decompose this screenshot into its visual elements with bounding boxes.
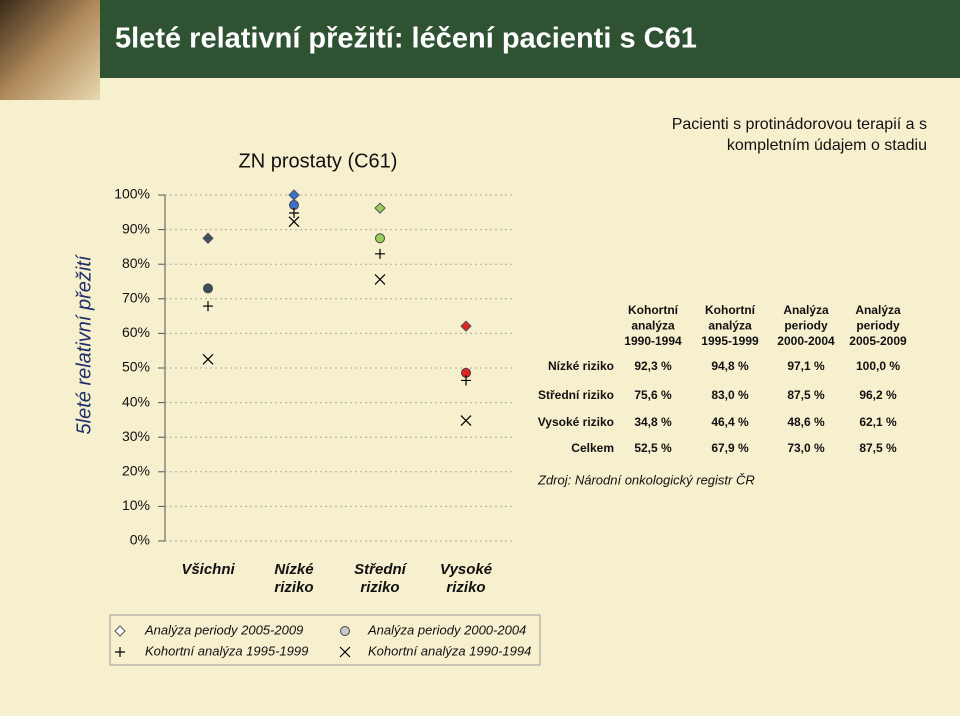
y-tick-label: 50%: [122, 359, 150, 375]
diamond-marker: [288, 189, 300, 201]
plus-marker: [289, 207, 299, 218]
table-cell: 92,3 %: [634, 359, 672, 373]
y-tick-label: 60%: [122, 324, 150, 340]
table-cell: 75,6 %: [634, 388, 672, 402]
table-cell: 73,0 %: [787, 441, 825, 455]
table-cell: 52,5 %: [634, 441, 672, 455]
plus-marker: [375, 248, 385, 259]
y-axis-title: 5leté relativní přežití: [73, 253, 95, 434]
table-cell: 100,0 %: [856, 359, 900, 373]
table-row-label: Střední riziko: [538, 388, 614, 402]
plus-marker: [115, 647, 125, 657]
cross-marker: [288, 216, 300, 228]
table-row-label: Vysoké riziko: [538, 415, 614, 429]
legend-label: Analýza periody 2000-2004: [367, 622, 526, 637]
table-cell: 96,2 %: [859, 388, 897, 402]
table-cell: 87,5 %: [787, 388, 825, 402]
x-tick-label: Nízké riziko: [274, 561, 313, 596]
slide-title: 5leté relativní přežití: léčení pacienti…: [115, 23, 697, 55]
diamond-marker: [460, 320, 472, 332]
table-cell: 46,4 %: [711, 415, 749, 429]
chart-title: ZN prostaty (C61): [239, 150, 398, 172]
annotation: Pacienti s protinádorovou terapií a s kom…: [672, 116, 927, 154]
y-tick-label: 100%: [114, 186, 150, 202]
table-row-label: Nízké riziko: [548, 359, 614, 373]
table-cell: 67,9 %: [711, 441, 749, 455]
header-image: [0, 0, 100, 100]
circle-marker: [375, 233, 385, 244]
cross-marker: [460, 415, 472, 427]
table-cell: 48,6 %: [787, 415, 825, 429]
plus-marker: [203, 301, 213, 312]
source: Zdroj: Národní onkologický registr ČR: [537, 472, 755, 487]
cross-marker: [202, 353, 214, 365]
table-cell: 62,1 %: [859, 415, 897, 429]
diamond-marker: [114, 625, 126, 637]
legend-label: Kohortní analýza 1990-1994: [368, 643, 531, 658]
table-header: Kohortní analýza 1995-1999: [701, 303, 759, 348]
table-header: Kohortní analýza 1990-1994: [624, 303, 682, 348]
table-header: Analýza periody 2000-2004: [777, 303, 835, 348]
legend-label: Kohortní analýza 1995-1999: [145, 643, 308, 658]
title-bar: [100, 0, 960, 78]
table-row-label: Celkem: [571, 441, 614, 455]
y-tick-label: 40%: [122, 393, 150, 409]
cross-marker: [339, 646, 351, 658]
circle-marker: [340, 626, 350, 636]
cross-marker: [374, 273, 386, 285]
legend-label: Analýza periody 2005-2009: [144, 622, 303, 637]
x-tick-label: Všichni: [181, 561, 235, 578]
diamond-marker: [202, 232, 214, 244]
x-tick-label: Střední riziko: [354, 561, 408, 596]
circle-marker: [203, 283, 213, 294]
table-cell: 83,0 %: [711, 388, 749, 402]
y-tick-label: 70%: [122, 290, 150, 306]
y-tick-label: 0%: [130, 532, 150, 548]
y-tick-label: 10%: [122, 497, 150, 513]
y-tick-label: 90%: [122, 220, 150, 236]
table-cell: 87,5 %: [859, 441, 897, 455]
x-tick-label: Vysoké riziko: [440, 561, 492, 596]
y-tick-label: 20%: [122, 463, 150, 479]
table-header: Analýza periody 2005-2009: [849, 303, 907, 348]
legend-box: [109, 614, 541, 666]
y-tick-label: 80%: [122, 255, 150, 271]
y-tick-label: 30%: [122, 428, 150, 444]
table-cell: 34,8 %: [634, 415, 672, 429]
table-cell: 97,1 %: [787, 359, 825, 373]
table-cell: 94,8 %: [711, 359, 749, 373]
plus-marker: [461, 375, 471, 386]
diamond-marker: [374, 202, 386, 214]
